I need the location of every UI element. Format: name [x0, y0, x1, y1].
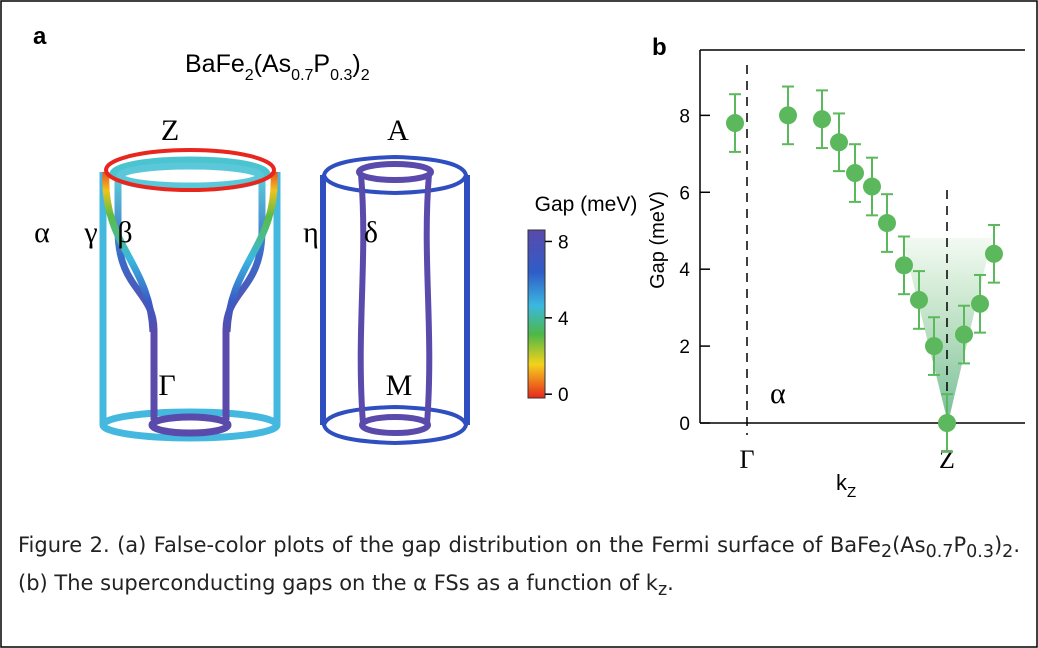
formula-part: BaFe: [185, 50, 245, 78]
y-tick-label: 0: [679, 414, 690, 435]
fermi-surface-left: [99, 148, 281, 442]
colorbar-tick-label: 0: [558, 385, 569, 406]
y-axis-label: Gap (meV): [647, 191, 669, 289]
formula: BaFe2(As0.7P0.3)2: [185, 50, 370, 84]
formula-part: (As: [254, 50, 292, 78]
caption: Figure 2. (a) False-color plots of the g…: [18, 530, 1020, 606]
gamma-sheet: [99, 408, 281, 442]
axes-frame: [699, 49, 1025, 424]
caption-text: ): [993, 533, 1003, 557]
beta-sheet: [148, 413, 232, 437]
x-axis-label: kZ: [836, 470, 856, 501]
data-point: [985, 244, 1003, 263]
caption-text: P: [953, 533, 967, 557]
caption-sub: 2: [1002, 542, 1014, 563]
caption-sub: 0.3: [966, 542, 994, 563]
formula-part: P: [313, 50, 330, 78]
data-point: [925, 337, 943, 356]
colorbar-title: Gap (meV): [535, 193, 638, 216]
formula-part: ): [352, 50, 360, 78]
annotation: α: [770, 377, 786, 410]
data-point: [726, 114, 744, 133]
formula-sub: 0.3: [330, 67, 352, 84]
data-point: [813, 110, 831, 129]
beta-sheet: [116, 162, 264, 190]
caption-sub: 0.7: [925, 542, 954, 563]
panel-label: a: [33, 23, 47, 50]
band-label: η: [303, 216, 319, 249]
data-point: [846, 164, 864, 183]
caption-text: . (b) The superconducting gaps on the α …: [18, 533, 1020, 596]
point-label: M: [386, 369, 413, 402]
x-label-sub: Z: [847, 484, 856, 501]
band-label: γ: [83, 216, 97, 249]
data-point: [938, 414, 956, 432]
data-point: [955, 325, 973, 344]
data-point: [863, 177, 881, 196]
data-point: [779, 106, 797, 125]
band-label: α: [34, 216, 50, 249]
delta-sheet: [356, 161, 434, 183]
panel-label: b: [652, 34, 667, 61]
caption-text: (As: [892, 533, 926, 557]
formula-sub: 2: [361, 67, 370, 84]
band-label: β: [117, 216, 132, 249]
x-tick-label: Γ: [739, 445, 754, 474]
data-point: [971, 294, 989, 313]
delta-sheet: [423, 173, 433, 425]
band-label: δ: [364, 216, 378, 249]
alpha-sheet: [102, 171, 157, 333]
x-label-main: k: [836, 470, 848, 495]
y-tick-label: 8: [679, 106, 690, 127]
caption-sub: 2: [880, 542, 893, 563]
delta-sheet: [357, 173, 367, 425]
surface-labels: Z A α γ β η δ Γ M: [34, 114, 412, 402]
data-point: [910, 290, 928, 309]
formula-sub: 0.7: [291, 67, 313, 84]
colorbar-tick-label: 4: [558, 309, 569, 330]
formula-sub: 2: [245, 67, 254, 84]
point-label: A: [387, 114, 409, 147]
caption-text: Figure 2. (a) False-color plots of the g…: [18, 533, 881, 557]
data-point: [878, 214, 896, 233]
colorbar-tick-label: 8: [558, 232, 569, 253]
data-point: [830, 133, 848, 152]
caption-text: .: [667, 571, 674, 596]
y-tick-label: 4: [679, 260, 690, 281]
colorbar: [527, 229, 546, 399]
fermi-surface-right: [320, 154, 470, 446]
point-label: Z: [161, 114, 179, 147]
point-label: Γ: [158, 369, 175, 402]
y-tick-label: 2: [679, 337, 690, 358]
eta-sheet: [321, 404, 469, 446]
caption-sub: z: [657, 580, 668, 601]
data-point: [895, 256, 913, 275]
alpha-sheet: [104, 148, 276, 192]
y-tick-label: 6: [679, 183, 690, 204]
delta-sheet: [359, 414, 431, 436]
alpha-sheet: [223, 171, 278, 333]
shaded-region: [902, 238, 992, 423]
